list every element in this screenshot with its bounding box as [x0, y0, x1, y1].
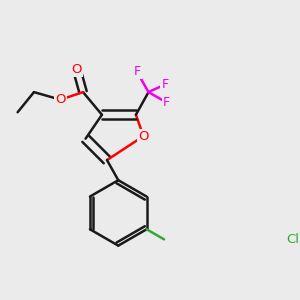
Text: O: O — [138, 130, 149, 143]
Text: O: O — [71, 63, 82, 76]
Text: F: F — [161, 78, 168, 91]
Text: F: F — [163, 96, 170, 109]
Text: O: O — [55, 93, 66, 106]
Text: F: F — [134, 65, 141, 79]
Text: Cl: Cl — [286, 233, 299, 246]
